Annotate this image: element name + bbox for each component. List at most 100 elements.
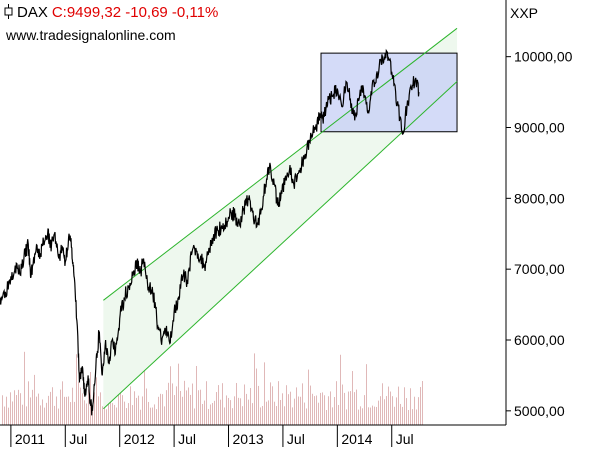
volume-bar (140, 409, 141, 425)
volume-bar (346, 409, 347, 425)
volume-bar (130, 386, 131, 425)
volume-bar (358, 409, 359, 425)
volume-bar (206, 381, 207, 425)
volume-bar (166, 390, 167, 425)
volume-bar (96, 377, 97, 425)
volume-bar (112, 403, 113, 425)
volume-bar (412, 409, 413, 425)
volume-bar (146, 388, 147, 425)
volume-bar (348, 391, 349, 425)
volume-bar (100, 392, 101, 425)
volume-bar (350, 391, 351, 425)
volume-bar (396, 397, 397, 425)
x-tick-label: 2011 (15, 431, 45, 447)
volume-bar (376, 406, 377, 425)
volume-bar (364, 395, 365, 425)
volume-bar (78, 382, 79, 425)
volume-bar (68, 396, 69, 425)
volume-bar (308, 369, 309, 425)
volume-bar (50, 391, 51, 425)
volume-bar (198, 390, 199, 425)
volume-bar (344, 392, 345, 425)
volume-bar (42, 399, 43, 425)
volume-bar (266, 401, 267, 425)
volume-bar (212, 403, 213, 425)
volume-bar (136, 397, 137, 425)
volume-bar (250, 388, 251, 425)
volume-bar (82, 393, 83, 425)
volume-bar (94, 392, 95, 425)
volume-bar (150, 407, 151, 425)
y-tick-label: 8000,00 (514, 190, 565, 206)
volume-bar (102, 406, 103, 425)
volume-bar (126, 408, 127, 425)
volume-bar (318, 402, 319, 425)
volume-bar (394, 406, 395, 425)
volume-bar (210, 404, 211, 425)
channel-lower-line (103, 81, 458, 410)
volume-bar (298, 396, 299, 425)
volume-bar (164, 406, 165, 425)
volume-bar (388, 386, 389, 425)
volume-bar (286, 385, 287, 425)
volume-bar (304, 402, 305, 425)
volume-bar (16, 395, 17, 425)
symbol-label: DAX (17, 4, 48, 21)
volume-bar (188, 387, 189, 425)
volume-bar (138, 395, 139, 425)
volume-bar (88, 389, 89, 425)
volume-bar (302, 383, 303, 425)
volume-bar (158, 396, 159, 425)
volume-bar (274, 401, 275, 425)
volume-bar (132, 405, 133, 425)
volume-bar (272, 386, 273, 425)
volume-bar (408, 409, 409, 425)
volume-bar (186, 390, 187, 425)
volume-bar (120, 384, 121, 425)
volume-bar (70, 402, 71, 425)
volume-bar (228, 397, 229, 425)
volume-bar (110, 390, 111, 425)
volume-bar (384, 399, 385, 425)
volume-bar (354, 392, 355, 425)
volume-bar (196, 365, 197, 425)
volume-bar (76, 354, 77, 425)
volume-bar (320, 392, 321, 425)
volume-bar (290, 391, 291, 425)
candlestick-icon (4, 4, 13, 19)
x-tick-label: Jul (178, 431, 196, 447)
volume-bar (6, 396, 7, 425)
volume-bar (382, 383, 383, 425)
channel-upper-line (103, 27, 458, 301)
volume-bar (204, 400, 205, 425)
volume-bar (38, 393, 39, 425)
volume-bar (118, 393, 119, 425)
volume-bar (378, 400, 379, 425)
volume-bar (128, 403, 129, 425)
volume-bar (168, 382, 169, 425)
y-tick-label: 7000,00 (514, 261, 565, 277)
volume-bar (62, 381, 63, 425)
volume-bar (162, 394, 163, 425)
volume-bar (242, 406, 243, 425)
volume-bar (46, 402, 47, 425)
volume-bar (80, 387, 81, 425)
volume-bar (20, 393, 21, 425)
volume-bar (306, 408, 307, 425)
volume-bar (142, 396, 143, 425)
volume-bar (176, 386, 177, 425)
volume-bar (182, 396, 183, 425)
volume-bar (232, 408, 233, 425)
volume-bar (72, 387, 73, 425)
volume-bar (254, 353, 255, 425)
volume-bar (98, 396, 99, 425)
volume-bar (280, 399, 281, 425)
volume-bar (414, 396, 415, 425)
volume-bar (404, 387, 405, 425)
volume-bar (32, 389, 33, 425)
volume-bar (116, 407, 117, 425)
volume-bar (106, 409, 107, 425)
volume-bar (154, 404, 155, 425)
volume-bar (90, 371, 91, 425)
